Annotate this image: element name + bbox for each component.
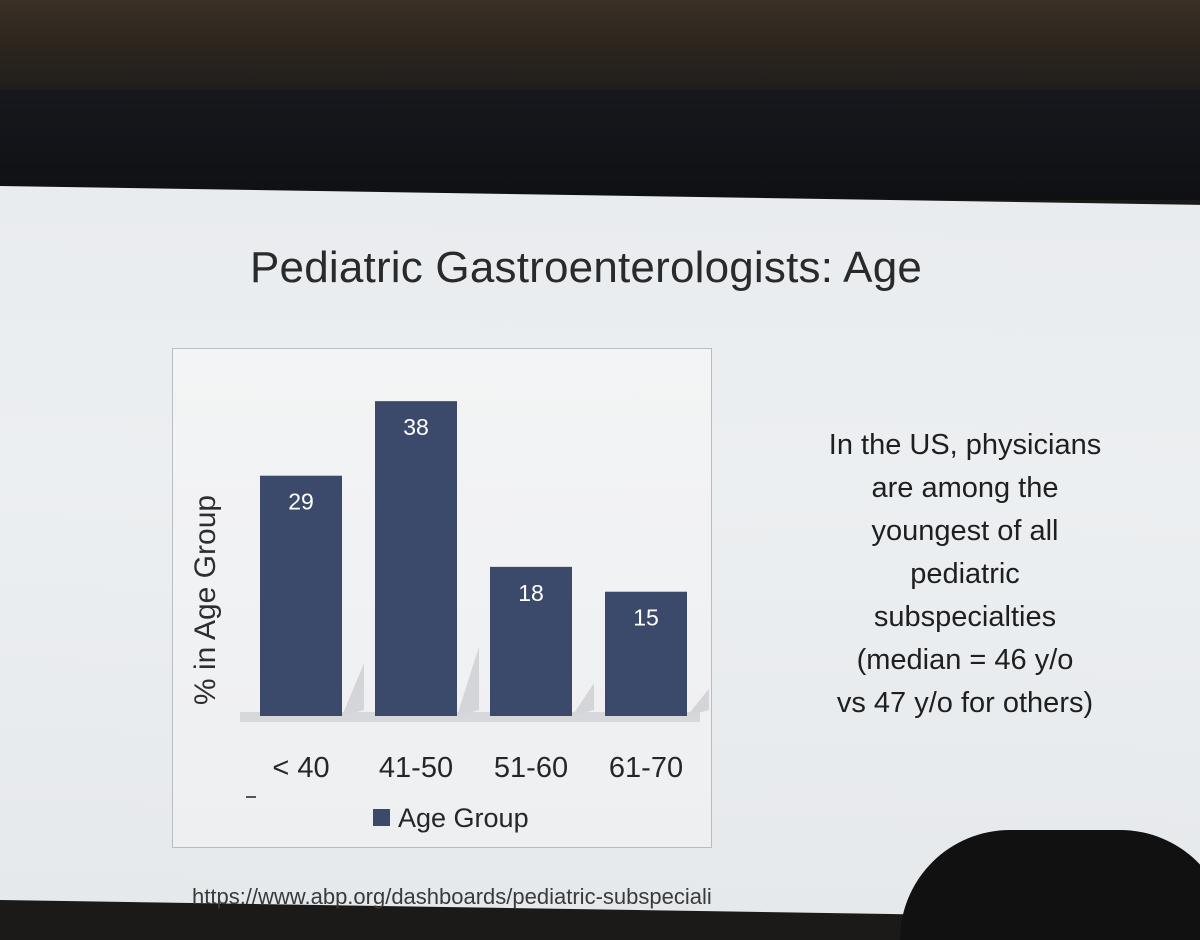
bar-3	[490, 566, 572, 716]
slide-title: Pediatric Gastroenterologists: Age	[250, 243, 923, 292]
side-note-line: youngest of all	[871, 515, 1059, 547]
source-url: https://www.abp.org/dashboards/pediatric…	[192, 884, 712, 909]
bar-shadow	[457, 646, 479, 716]
ceiling-shadow	[0, 90, 1200, 200]
data-label-4: 15	[633, 605, 659, 631]
bar-chart: 29 < 40 38 41-50 18 51-60 15 61-70 Age Group	[240, 401, 709, 833]
y-axis-label: % in Age Group	[189, 494, 223, 706]
side-note-line: subspecialties	[873, 601, 1057, 633]
legend-swatch	[373, 809, 390, 826]
bar-4	[605, 591, 687, 716]
data-label-3: 18	[518, 580, 544, 606]
bar-2	[375, 401, 457, 716]
bar-shadow	[572, 683, 594, 716]
bar-shadow	[687, 688, 709, 716]
side-note-line: vs 47 y/o for others)	[836, 687, 1094, 719]
dash-mark	[246, 796, 256, 798]
side-note-line: pediatric	[910, 558, 1020, 590]
chart-floor	[240, 712, 700, 722]
side-note: In the US, physicians are among the youn…	[800, 424, 1130, 725]
data-label-2: 38	[403, 414, 429, 440]
x-tick-label-2: 41-50	[379, 752, 453, 784]
legend-label: Age Group	[398, 803, 529, 833]
x-tick-label-4: 61-70	[609, 752, 683, 784]
side-note-line: (median = 46 y/o	[856, 644, 1074, 676]
side-note-line: are among the	[871, 472, 1059, 504]
bar-shadow	[342, 663, 364, 716]
x-tick-label-1: < 40	[272, 752, 329, 784]
bar-1	[260, 475, 342, 716]
data-label-1: 29	[288, 489, 314, 515]
x-tick-label-3: 51-60	[494, 752, 568, 784]
side-note-line: In the US, physicians	[828, 429, 1102, 461]
y-axis-label-container: % in Age Group	[186, 480, 226, 720]
